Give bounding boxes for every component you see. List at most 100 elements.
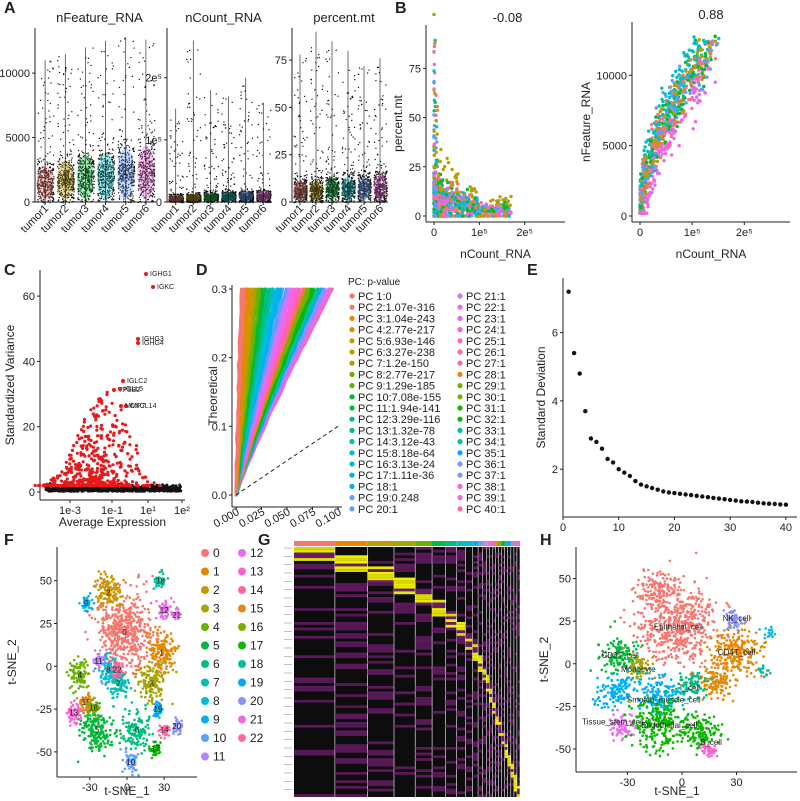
jitter-point: [132, 195, 134, 197]
jitter-point: [81, 163, 83, 165]
jitter-point: [123, 169, 125, 171]
jitter-point: [67, 187, 69, 190]
jitter-point: [222, 97, 224, 99]
jitter-point: [261, 174, 264, 176]
jitter-point: [121, 190, 123, 192]
jitter-point: [199, 98, 201, 100]
jitter-point: [131, 163, 133, 165]
jitter-point: [47, 177, 49, 179]
jitter-point: [216, 186, 218, 188]
jitter-point: [139, 149, 141, 151]
jitter-point: [47, 174, 49, 176]
jitter-point: [37, 184, 39, 186]
jitter-point: [43, 191, 45, 193]
jitter-point: [66, 169, 68, 171]
jitter-point: [49, 166, 51, 168]
jitter-point: [61, 185, 63, 187]
jitter-point: [120, 147, 122, 149]
jitter-point: [124, 153, 126, 155]
jitter-point: [112, 189, 114, 191]
jitter-point: [265, 122, 268, 125]
jitter-point: [48, 197, 50, 199]
jitter-point: [48, 173, 50, 175]
jitter-point: [124, 142, 126, 144]
jitter-point: [128, 66, 130, 68]
jitter-point: [78, 188, 80, 190]
jitter-point: [83, 191, 85, 193]
jitter-point: [169, 183, 171, 185]
jitter-point: [105, 68, 107, 70]
jitter-point: [118, 147, 120, 149]
jitter-point: [124, 170, 126, 172]
jitter-point: [81, 193, 84, 195]
jitter-point: [72, 139, 74, 141]
jitter-point: [71, 196, 73, 198]
jitter-point: [63, 170, 65, 172]
jitter-point: [47, 164, 49, 166]
jitter-point: [119, 189, 121, 191]
jitter-point: [181, 187, 183, 189]
jitter-point: [41, 171, 43, 174]
jitter-point: [59, 96, 61, 98]
jitter-point: [86, 173, 88, 175]
jitter-point: [92, 165, 94, 168]
jitter-point: [67, 195, 69, 197]
jitter-point: [61, 155, 63, 157]
jitter-point: [103, 160, 105, 162]
jitter-point: [133, 167, 135, 169]
jitter-point: [73, 164, 75, 166]
jitter-point: [43, 177, 45, 179]
jitter-point: [124, 201, 126, 203]
jitter-point: [122, 185, 124, 187]
jitter-point: [221, 172, 223, 175]
jitter-point: [71, 190, 74, 192]
jitter-point: [59, 83, 61, 86]
jitter-point: [118, 187, 120, 190]
jitter-point: [71, 175, 73, 177]
jitter-point: [119, 178, 121, 180]
jitter-point: [305, 180, 307, 182]
jitter-point: [72, 186, 74, 188]
jitter-point: [111, 179, 113, 181]
jitter-point: [88, 168, 90, 170]
jitter-point: [88, 199, 90, 201]
jitter-point: [211, 150, 213, 153]
jitter-point: [200, 140, 202, 142]
jitter-point: [140, 201, 142, 203]
jitter-point: [40, 188, 42, 190]
jitter-point: [103, 164, 105, 166]
jitter-point: [78, 185, 80, 187]
jitter-point: [85, 171, 87, 173]
jitter-point: [79, 194, 81, 196]
jitter-point: [246, 189, 248, 191]
jitter-point: [80, 166, 82, 168]
jitter-point: [81, 199, 83, 201]
jitter-point: [92, 186, 94, 188]
jitter-point: [126, 174, 128, 176]
jitter-point: [50, 191, 52, 193]
jitter-point: [50, 82, 52, 84]
jitter-point: [133, 200, 135, 202]
jitter-point: [47, 187, 49, 189]
jitter-point: [235, 191, 237, 193]
jitter-point: [43, 172, 45, 174]
jitter-point: [79, 166, 81, 168]
jitter-point: [131, 173, 133, 175]
jitter-point: [130, 172, 132, 174]
jitter-point: [65, 161, 68, 164]
jitter-point: [208, 166, 210, 169]
jitter-point: [58, 56, 60, 58]
jitter-point: [139, 119, 141, 121]
jitter-point: [101, 182, 103, 184]
jitter-point: [152, 45, 154, 47]
jitter-point: [130, 182, 132, 184]
jitter-point: [37, 160, 40, 162]
jitter-point: [41, 192, 43, 194]
jitter-point: [112, 179, 114, 181]
jitter-point: [130, 199, 132, 201]
jitter-point: [111, 171, 113, 173]
jitter-point: [68, 186, 70, 188]
jitter-point: [68, 167, 70, 169]
jitter-point: [73, 197, 75, 199]
jitter-point: [154, 120, 156, 122]
